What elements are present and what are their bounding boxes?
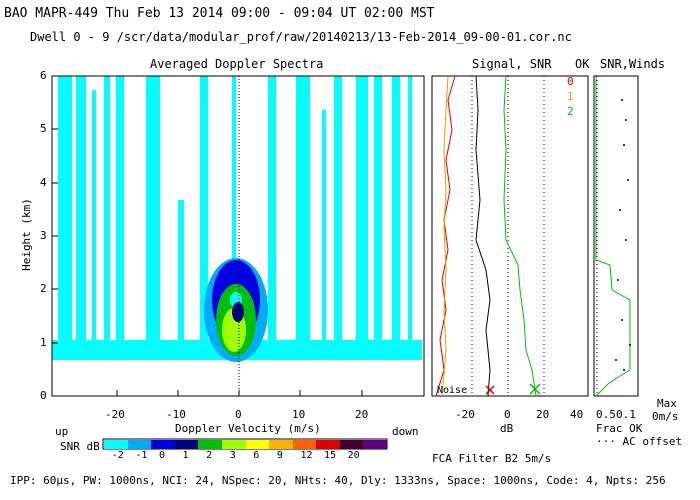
y-tick-4: 4 bbox=[40, 176, 47, 189]
snr-colorbar-tick: 9 bbox=[276, 450, 283, 461]
y-tick-1: 1 bbox=[40, 336, 47, 349]
signal-frame bbox=[431, 75, 589, 397]
snr-colorbar-tick: 12 bbox=[300, 450, 313, 461]
snr-colorbar-swatch bbox=[104, 440, 129, 449]
db-tick-neg20: -20 bbox=[455, 408, 475, 421]
db-tick-20: 20 bbox=[536, 408, 550, 421]
speed-label: 0m/s bbox=[652, 410, 679, 423]
x-tick-neg10: -10 bbox=[166, 408, 186, 421]
noise-markers bbox=[485, 383, 541, 395]
snr-colorbar-tick: 20 bbox=[347, 450, 360, 461]
snr-colorbar-tick: 15 bbox=[324, 450, 337, 461]
signal-reference-lines bbox=[471, 76, 545, 396]
frac-ok-trace bbox=[595, 76, 631, 397]
snr-colorbar-swatch bbox=[292, 440, 317, 449]
spectra-echo-core bbox=[204, 258, 268, 362]
height-ticks bbox=[52, 75, 58, 397]
ok-panel-title: OK bbox=[575, 57, 590, 71]
ac-offset-label: ··· AC offset bbox=[596, 435, 683, 448]
winds-dots bbox=[615, 99, 631, 371]
x-axis-label: Doppler Velocity (m/s) bbox=[175, 422, 321, 435]
snr-colorbar-tick: -1 bbox=[135, 450, 148, 461]
snr-colorbar-swatch bbox=[269, 440, 294, 449]
snr-colorbar-swatch bbox=[198, 440, 223, 449]
y-tick-2: 2 bbox=[40, 282, 47, 295]
snr-colorbar-swatch bbox=[221, 440, 246, 449]
filter-label: FCA Filter B2 5m/s bbox=[432, 452, 552, 465]
snr-colorbar-tick: 3 bbox=[229, 450, 236, 461]
footer-params: IPP: 60μs, PW: 1000ns, NCI: 24, NSpec: 2… bbox=[10, 474, 666, 487]
snr-colorbar-swatch bbox=[316, 440, 341, 449]
snr-colorbar-swatch bbox=[245, 440, 270, 449]
db-tick-40: 40 bbox=[570, 408, 584, 421]
snr-scale-label: SNR dB bbox=[60, 440, 100, 453]
x-tick-0: 0 bbox=[235, 408, 242, 421]
x-tick-20: 20 bbox=[355, 408, 369, 421]
db-tick-0: 0 bbox=[504, 408, 511, 421]
frac-ok-label: Frac OK bbox=[596, 422, 643, 435]
header-dwell: Dwell 0 - 9 /scr/data/modular_prof/raw/2… bbox=[30, 30, 572, 44]
winds-panel-title: SNR,Winds bbox=[600, 57, 666, 71]
winds-tick-01: 0.1 bbox=[616, 408, 636, 421]
snr-colorbar-tick: 1 bbox=[182, 450, 189, 461]
db-axis-label: dB bbox=[500, 422, 514, 435]
x-left-word: up bbox=[55, 425, 69, 438]
snr-colorbar-swatch bbox=[174, 440, 199, 449]
snr-colorbar-tick: 0 bbox=[158, 450, 165, 461]
y-tick-3: 3 bbox=[40, 229, 47, 242]
winds-frame bbox=[593, 75, 639, 397]
signal-trace-black bbox=[475, 75, 491, 397]
y-tick-6: 6 bbox=[40, 69, 47, 82]
snr-colorbar-ticks: -2 -1 0 1 2 3 6 9 12 15 20 bbox=[104, 450, 387, 464]
spectra-noise-streaks bbox=[52, 76, 422, 360]
snr-colorbar-swatch bbox=[339, 440, 364, 449]
snr-colorbar-swatch bbox=[151, 440, 176, 449]
noise-label: Noise bbox=[437, 385, 468, 396]
y-axis-label: Height (km) bbox=[19, 198, 33, 271]
header-title: BAO MAPR-449 Thu Feb 13 2014 09:00 - 09:… bbox=[4, 6, 435, 21]
snr-colorbar-swatch bbox=[363, 440, 388, 449]
snr-colorbar-swatch bbox=[127, 440, 152, 449]
snr-colorbar bbox=[104, 440, 388, 449]
y-tick-0: 0 bbox=[40, 389, 47, 402]
x-tick-neg20: -20 bbox=[105, 408, 125, 421]
snr-trace-green bbox=[503, 75, 537, 397]
velocity-ticks bbox=[116, 390, 363, 396]
spectra-panel-title: Averaged Doppler Spectra bbox=[150, 57, 324, 71]
signal-trace-orange bbox=[441, 75, 449, 397]
signal-trace-red bbox=[435, 75, 456, 397]
x-right-word: down bbox=[392, 425, 419, 438]
snr-colorbar-tick: 6 bbox=[253, 450, 260, 461]
x-tick-10: 10 bbox=[292, 408, 306, 421]
ok-legend-1: 1 bbox=[567, 90, 574, 103]
ok-legend-0: 0 bbox=[567, 75, 574, 88]
y-tick-5: 5 bbox=[40, 122, 47, 135]
snr-colorbar-tick: 2 bbox=[206, 450, 213, 461]
winds-tick-05: 0.5 bbox=[596, 408, 616, 421]
max-label: Max bbox=[657, 397, 677, 410]
signal-panel-title: Signal, SNR bbox=[472, 57, 552, 71]
ok-legend-2: 2 bbox=[567, 105, 574, 118]
snr-colorbar-tick: -2 bbox=[111, 450, 124, 461]
